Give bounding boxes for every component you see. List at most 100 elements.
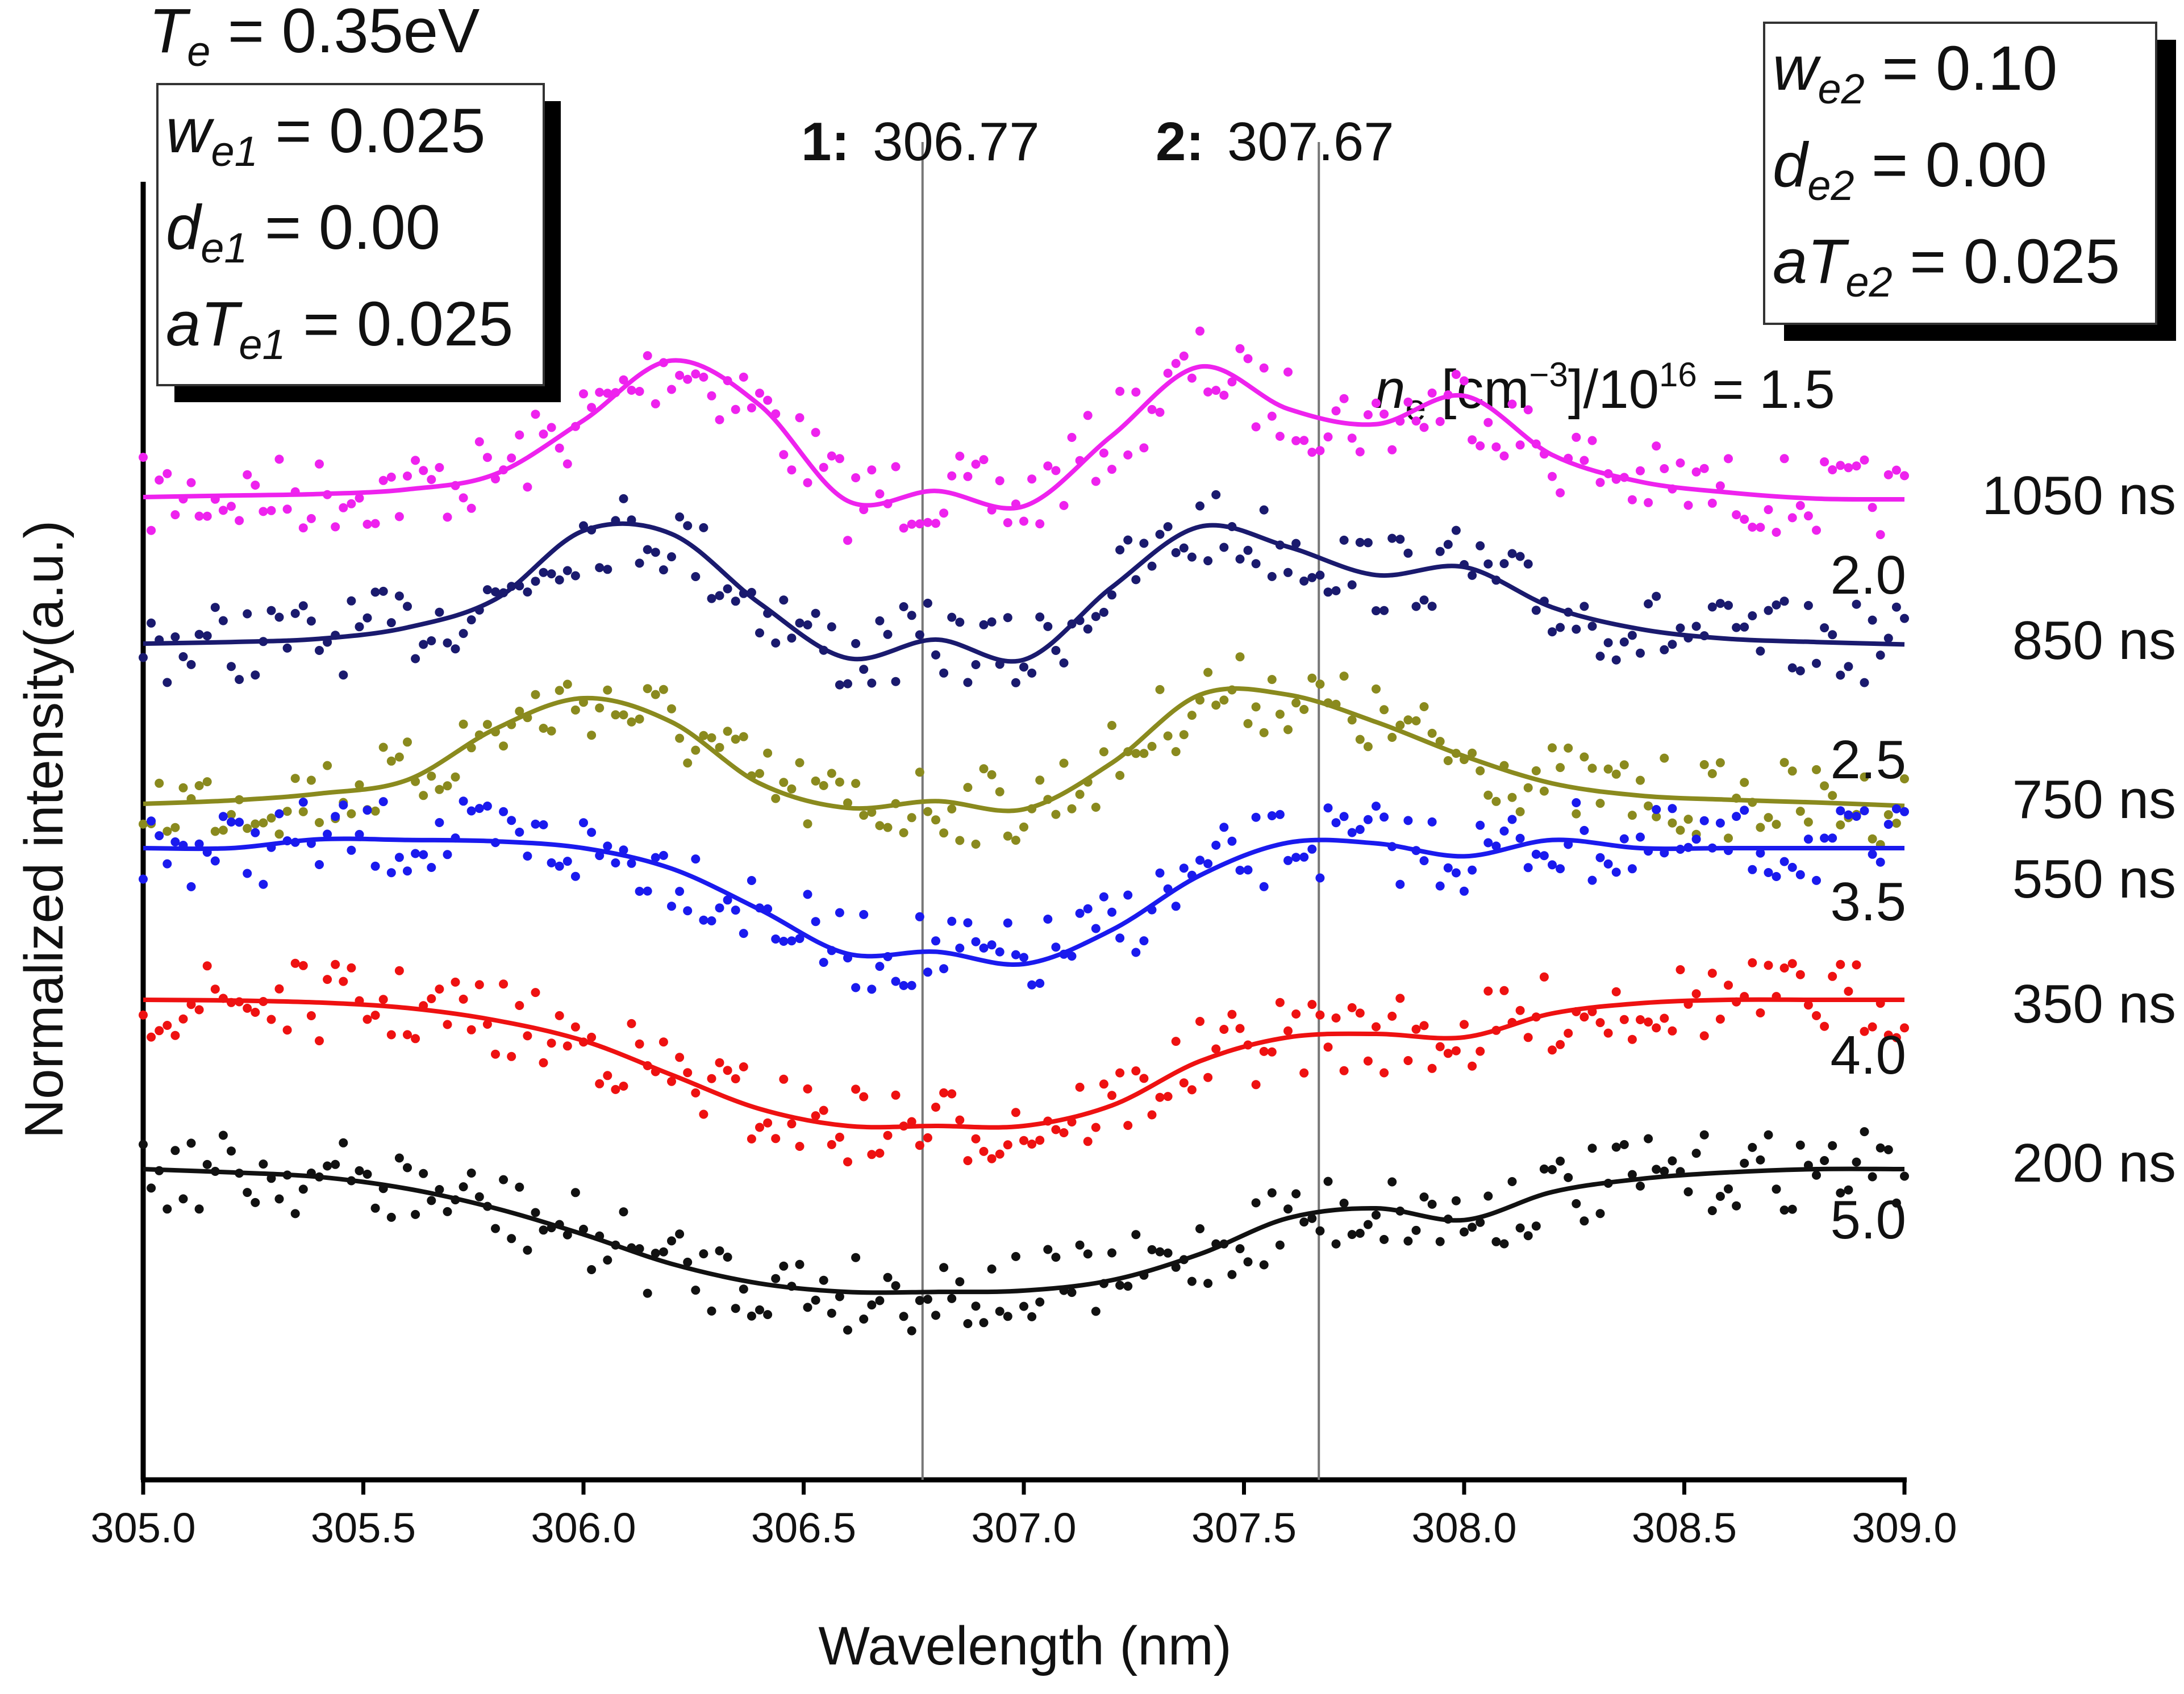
data-point [1756, 1008, 1765, 1017]
data-point [1468, 435, 1477, 445]
data-point [443, 638, 452, 648]
data-point [611, 1084, 620, 1094]
data-point [1619, 637, 1629, 647]
data-point [1203, 667, 1213, 677]
data-point [170, 510, 180, 520]
data-point [1699, 816, 1709, 825]
data-point [1259, 363, 1269, 373]
data-point [1883, 1145, 1893, 1154]
data-point [915, 1296, 924, 1305]
electron-density-label: ne [cm−3]/1016 = 1.5 [1375, 356, 1835, 428]
data-point [651, 853, 660, 862]
data-point [370, 861, 380, 871]
data-point [891, 1281, 901, 1291]
data-point [274, 984, 284, 994]
data-point [443, 781, 452, 791]
data-point [1836, 959, 1845, 969]
data-point [466, 503, 476, 513]
data-point [1003, 1312, 1012, 1321]
data-point [1451, 1196, 1461, 1205]
data-point [1235, 866, 1245, 875]
data-point [1844, 463, 1853, 473]
data-point [290, 1209, 300, 1219]
data-point [947, 612, 957, 622]
data-point [427, 863, 436, 872]
data-point [1427, 728, 1437, 738]
data-point [1844, 662, 1853, 671]
data-point [339, 670, 348, 680]
data-point [1203, 1279, 1213, 1288]
data-point [907, 1117, 916, 1126]
data-point [1139, 539, 1149, 548]
data-point [1155, 1247, 1165, 1257]
data-point [1715, 1192, 1725, 1201]
data-point [987, 1264, 997, 1274]
data-point [1891, 1033, 1901, 1042]
data-point [1083, 1137, 1093, 1146]
data-point [482, 720, 492, 729]
data-point [1131, 1230, 1141, 1240]
data-point [1860, 1127, 1869, 1137]
series-350-ns [139, 958, 1909, 1167]
data-point [251, 1198, 260, 1207]
data-point [1772, 600, 1781, 610]
data-point [355, 1166, 364, 1175]
data-point [1468, 748, 1477, 758]
data-point [531, 577, 540, 586]
data-point [1419, 423, 1429, 432]
data-point [1251, 422, 1261, 432]
data-point [1211, 386, 1221, 395]
data-point [347, 809, 356, 819]
data-point [1891, 819, 1901, 828]
data-point [1603, 859, 1613, 869]
data-point [979, 943, 989, 953]
data-point [1091, 612, 1101, 621]
data-point [1900, 807, 1909, 816]
data-point [411, 1209, 420, 1219]
data-point [739, 732, 748, 741]
data-point [1003, 918, 1012, 928]
series-time-label: 550 ns [2012, 849, 2176, 909]
data-point [883, 1272, 893, 1282]
data-point [611, 710, 620, 720]
data-point [1011, 1108, 1020, 1117]
series-labels: 1050 ns 850 ns 2.0 750 ns 2.5 550 ns 3.5 350 ns… [1831, 465, 2176, 1250]
data-point [419, 1169, 428, 1178]
data-point [298, 1184, 308, 1194]
data-point [1740, 778, 1749, 787]
data-point [1499, 559, 1509, 569]
data-point [1579, 602, 1589, 611]
data-point [411, 654, 420, 664]
data-point [1355, 735, 1365, 744]
data-point [891, 462, 901, 472]
data-point [1715, 1015, 1725, 1024]
data-point [1724, 980, 1733, 990]
x-tick-label: 305.0 [90, 1504, 195, 1551]
data-point [1395, 994, 1405, 1003]
data-point [1476, 820, 1485, 830]
data-point [451, 977, 460, 987]
data-point [315, 459, 324, 469]
data-point [843, 1325, 852, 1335]
data-point [1515, 807, 1525, 816]
right-box-line-w: we2 = 0.10 [1773, 34, 2057, 112]
data-point [539, 429, 548, 439]
data-point [627, 858, 636, 868]
data-point [955, 617, 965, 627]
data-point [835, 680, 844, 690]
data-point [875, 821, 885, 831]
data-point [259, 879, 268, 889]
data-point [1860, 1027, 1869, 1036]
data-point [1251, 812, 1261, 822]
data-point [1836, 820, 1845, 830]
data-point [1275, 810, 1285, 819]
data-point [1875, 857, 1885, 867]
data-point [1307, 573, 1317, 582]
data-point [1411, 1225, 1421, 1235]
data-point [1683, 1187, 1693, 1196]
data-point [419, 791, 428, 800]
data-point [723, 1066, 732, 1075]
data-point [1059, 758, 1069, 768]
data-point [1595, 478, 1605, 487]
data-point [1435, 881, 1445, 891]
